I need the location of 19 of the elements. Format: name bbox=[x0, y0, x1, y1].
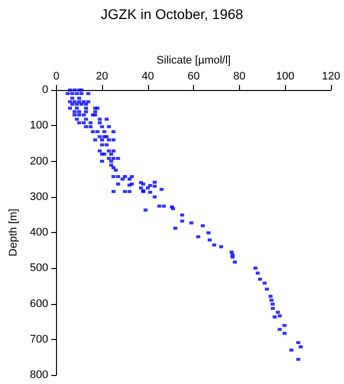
y-tick-label: 300 bbox=[30, 190, 48, 203]
x-tick-label: 60 bbox=[188, 70, 200, 82]
y-tick-label: 600 bbox=[30, 298, 48, 310]
chart-title: JGZK in October, 1968 bbox=[100, 6, 244, 22]
x-tick-label: 0 bbox=[53, 70, 60, 82]
y-axis-title: Depth [m] bbox=[8, 208, 20, 256]
x-axis-title: Silicate [µmol/l] bbox=[156, 54, 231, 67]
x-tick-label: 40 bbox=[142, 70, 154, 82]
y-tick-label: 200 bbox=[30, 155, 48, 168]
y-tick-label: 400 bbox=[30, 226, 48, 238]
x-tick-label: 120 bbox=[322, 70, 340, 82]
y-tick-label: 100 bbox=[30, 120, 48, 132]
x-tick-label: 100 bbox=[276, 70, 294, 82]
x-tick-label: 20 bbox=[96, 70, 108, 82]
y-tick-label: 800 bbox=[30, 369, 48, 381]
y-tick-label: 500 bbox=[30, 262, 48, 274]
y-tick-label: 0 bbox=[42, 84, 48, 96]
y-tick-label: 700 bbox=[30, 333, 48, 346]
x-tick-label: 80 bbox=[233, 70, 246, 82]
